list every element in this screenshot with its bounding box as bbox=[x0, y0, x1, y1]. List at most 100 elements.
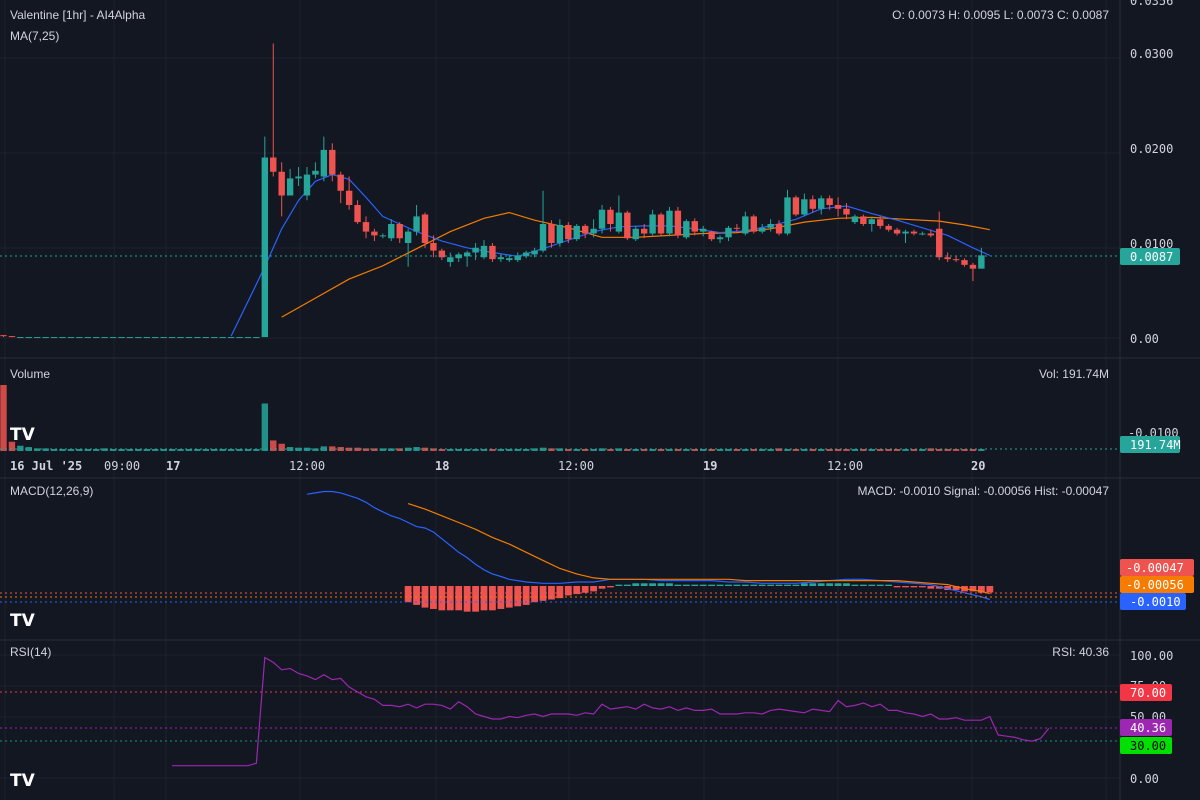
volume-bar bbox=[345, 447, 353, 451]
macd-hist-bar bbox=[859, 584, 867, 586]
volume-bar bbox=[792, 449, 800, 451]
volume-bar bbox=[581, 449, 589, 451]
candle-body bbox=[152, 337, 159, 339]
time-label: 12:00 bbox=[827, 459, 863, 473]
volume-bar bbox=[902, 449, 909, 451]
volume-bar bbox=[927, 448, 934, 451]
macd-hist-bar bbox=[826, 583, 834, 586]
candle-body bbox=[792, 197, 800, 215]
candle-body bbox=[84, 337, 91, 339]
macd-hist-bar bbox=[741, 584, 749, 586]
macd-hist-bar bbox=[935, 586, 943, 589]
volume-bar bbox=[34, 448, 41, 451]
volume-bar bbox=[919, 449, 926, 451]
macd-hist-bar bbox=[716, 584, 724, 586]
volume-bar bbox=[396, 448, 403, 451]
candle-body bbox=[759, 227, 766, 232]
candle-body bbox=[969, 264, 977, 269]
volume-bar bbox=[624, 449, 631, 451]
macd-hist-bar bbox=[581, 586, 589, 593]
candle-body bbox=[826, 198, 833, 205]
macd-hist-bar bbox=[977, 586, 985, 593]
volume-bar bbox=[607, 449, 614, 451]
volume-bar bbox=[211, 449, 218, 451]
volume-bar bbox=[615, 448, 623, 451]
macd-hist-bar bbox=[564, 586, 572, 596]
candle-body bbox=[860, 216, 867, 224]
last-price-tag-text: 0.0087 bbox=[1130, 250, 1173, 264]
candle-body bbox=[885, 225, 892, 230]
rsi-tick: 100.00 bbox=[1130, 649, 1173, 663]
candle-body bbox=[404, 231, 412, 243]
macd-hist-bar bbox=[750, 584, 758, 586]
time-label: 20 bbox=[971, 459, 985, 473]
volume-bar bbox=[101, 448, 108, 451]
volume-bar bbox=[936, 449, 943, 451]
macd-hist-bar bbox=[446, 586, 454, 611]
volume-bar bbox=[539, 447, 547, 451]
volume-bar bbox=[0, 385, 7, 451]
volume-title: Volume bbox=[10, 367, 50, 381]
candle-body bbox=[725, 227, 732, 238]
volume-bar bbox=[463, 449, 471, 451]
macd-hist-bar bbox=[674, 584, 682, 586]
volume-bar bbox=[25, 447, 32, 451]
volume-bar bbox=[8, 441, 16, 451]
volume-bar bbox=[750, 449, 757, 451]
candle-body bbox=[767, 224, 774, 228]
macd-hist-bar bbox=[767, 584, 775, 586]
volume-bar bbox=[261, 403, 269, 451]
volume-bar bbox=[784, 449, 791, 451]
price-tick: 0.0356 bbox=[1130, 0, 1173, 8]
volume-bar bbox=[590, 449, 597, 451]
macd-hist-bar bbox=[598, 586, 606, 589]
volume-bar bbox=[362, 448, 370, 451]
volume-bar bbox=[565, 449, 572, 451]
candle-body bbox=[893, 229, 901, 234]
candle-body bbox=[657, 214, 665, 234]
macd-hist-bar bbox=[682, 584, 690, 586]
candle-body bbox=[699, 228, 707, 232]
volume-tag-text: 191.74M bbox=[1130, 438, 1181, 452]
volume-bar bbox=[76, 449, 83, 451]
macd-title: MACD(12,26,9) bbox=[10, 484, 93, 498]
candle-body bbox=[396, 224, 403, 239]
volume-bar bbox=[514, 449, 521, 451]
volume-bar bbox=[657, 449, 665, 451]
candle-body bbox=[236, 337, 243, 339]
candle-body bbox=[295, 176, 302, 179]
signal-line bbox=[407, 503, 990, 595]
ma-label: MA(7,25) bbox=[10, 29, 59, 43]
volume-bar bbox=[649, 449, 656, 451]
candle-body bbox=[438, 250, 446, 258]
candle-body bbox=[910, 231, 918, 234]
macd-hist-bar bbox=[902, 586, 909, 588]
macd-hist-bar bbox=[430, 586, 437, 609]
tradingview-logo-icon: TV bbox=[10, 771, 36, 791]
candle-body bbox=[42, 337, 49, 339]
macd-hist-bar bbox=[489, 586, 496, 611]
candle-body bbox=[750, 216, 757, 232]
candle-body bbox=[447, 257, 454, 262]
candle-body bbox=[818, 198, 825, 209]
rsi-overbought-tag bbox=[1120, 684, 1172, 701]
candle-body bbox=[362, 222, 370, 232]
volume-bar bbox=[320, 446, 328, 451]
rsi-oversold-tag bbox=[1120, 737, 1172, 754]
rsi-path bbox=[172, 656, 1050, 767]
last-price-tag bbox=[1120, 248, 1180, 265]
price-pane[interactable] bbox=[0, 43, 991, 339]
volume-bar bbox=[93, 449, 100, 451]
candle-body bbox=[286, 178, 294, 196]
volume-bar bbox=[522, 449, 530, 451]
rsi-value-tag bbox=[1120, 719, 1172, 736]
price-tick: 0.0300 bbox=[1130, 47, 1173, 61]
volume-bar bbox=[775, 448, 783, 451]
candle-body bbox=[691, 221, 698, 232]
volume-bar bbox=[818, 449, 825, 451]
candle-body bbox=[59, 337, 66, 339]
candles bbox=[0, 43, 985, 339]
volume-bar bbox=[354, 447, 361, 451]
